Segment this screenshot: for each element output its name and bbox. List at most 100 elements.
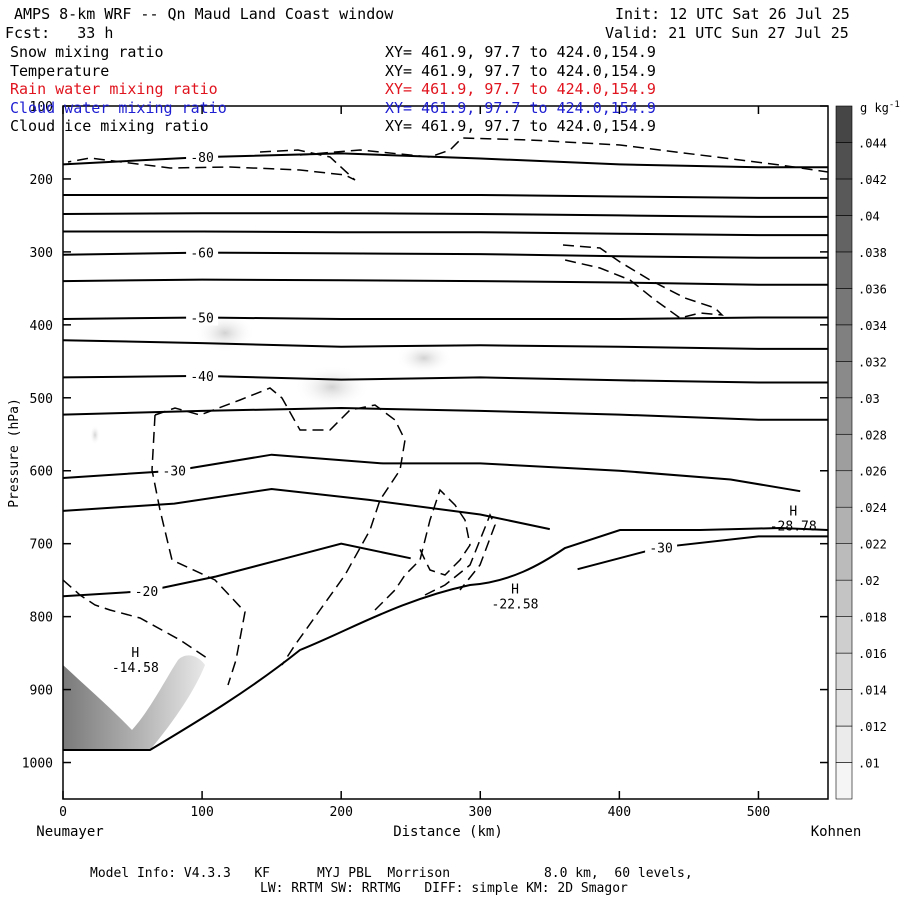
- y-tick-label: 600: [30, 465, 53, 480]
- colorbar-label: .018: [858, 611, 887, 625]
- colorbar-label: .01: [858, 757, 880, 771]
- y-tick-label: 800: [30, 611, 53, 626]
- temperature-contour: [63, 339, 828, 350]
- physics-info: LW: RRTM SW: RRTMG DIFF: simple KM: 2D S…: [260, 881, 628, 896]
- colorbar-label: .028: [858, 428, 887, 442]
- temperature-contour: [63, 374, 828, 384]
- temperature-contour: [63, 406, 828, 421]
- y-tick-label: 200: [30, 173, 53, 188]
- colorbar-label: .044: [858, 136, 887, 150]
- y-tick-label: 100: [30, 100, 53, 115]
- contour-label: -50: [190, 312, 213, 327]
- colorbar-label: .03: [858, 392, 880, 406]
- colorbar-swatch: [835, 215, 853, 253]
- colorbar-swatch: [835, 652, 853, 690]
- field-name: Cloud ice mixing ratio: [10, 117, 209, 135]
- contour-label-bg: [186, 367, 219, 384]
- contour-label-bg: [158, 462, 191, 479]
- x-tick-label: 500: [747, 805, 770, 820]
- colorbar-swatch: [835, 579, 853, 617]
- colorbar-swatch: [835, 288, 853, 326]
- field-xy: XY= 461.9, 97.7 to 424.0,154.9: [385, 43, 656, 61]
- colorbar-label: .014: [858, 684, 887, 698]
- colorbar-unit: g kg-1: [860, 100, 900, 115]
- colorbar-label: .022: [858, 538, 887, 552]
- contour-label-bg: [186, 244, 219, 261]
- contour-label: -20: [135, 585, 158, 600]
- contour-label-bg: [645, 539, 678, 556]
- x-right-station-label: Kohnen: [811, 824, 862, 840]
- temperature-contour: [63, 230, 828, 237]
- colorbar-swatch: [835, 506, 853, 544]
- colorbar-label: .024: [858, 501, 887, 515]
- colorbar: .01 .012 .014 .016 .018 .02 .022 .024 .026 .028 .0…: [835, 105, 887, 800]
- x-axis-label: Distance (km): [393, 824, 503, 840]
- colorbar-swatch: [835, 105, 853, 143]
- colorbar-swatch: [835, 361, 853, 399]
- chart-title: AMPS 8-km WRF -- Qn Maud Land Coast wind…: [14, 5, 394, 23]
- colorbar-label: .02: [858, 574, 880, 588]
- temperature-contour: [63, 194, 828, 199]
- extremum-type: H: [789, 504, 797, 519]
- colorbar-label: .04: [858, 209, 880, 223]
- colorbar-swatch: [835, 689, 853, 727]
- temperature-contour: [63, 152, 828, 169]
- field-name: Cloud water mixing ratio: [10, 98, 227, 117]
- colorbar-swatch: [835, 251, 853, 289]
- forecast-hour: Fcst: 33 h: [5, 24, 114, 42]
- temperature-contour: [63, 316, 828, 320]
- colorbar-swatch: [835, 142, 853, 180]
- colorbar-swatch: [835, 178, 853, 216]
- x-axis: 0 100 200 300 400 500: [59, 106, 770, 820]
- contour-label-bg: [186, 309, 219, 326]
- x-left-station-label: Neumayer: [36, 824, 103, 840]
- y-tick-label: 300: [30, 246, 53, 261]
- colorbar-label: .016: [858, 647, 887, 661]
- colorbar-swatch: [835, 397, 853, 435]
- init-time: Init: 12 UTC Sat 26 Jul 25: [615, 5, 850, 23]
- colorbar-label: .026: [858, 465, 887, 479]
- model-info: Model Info: V4.3.3 KF MYJ PBL Morrison 8…: [90, 866, 693, 881]
- y-axis: 100 200 300 400 500 600 700 800 900 1000: [22, 100, 828, 772]
- x-tick-label: 0: [59, 805, 67, 820]
- temperature-contour: [577, 535, 828, 571]
- contour-label: -60: [190, 247, 213, 262]
- field-xy: XY= 461.9, 97.7 to 424.0,154.9: [385, 61, 656, 80]
- valid-time: Valid: 21 UTC Sun 27 Jul 25: [605, 24, 849, 42]
- extremum-type: H: [511, 582, 519, 597]
- extremum-type: H: [131, 646, 139, 661]
- extremum-value: -28.78: [770, 519, 817, 534]
- field-xy: XY= 461.9, 97.7 to 424.0,154.9: [385, 80, 656, 98]
- x-tick-label: 300: [469, 805, 492, 820]
- extremum-value: -14.58: [112, 661, 159, 676]
- terrain-profile: [63, 526, 829, 751]
- x-tick-label: 200: [329, 805, 352, 820]
- y-tick-label: 500: [30, 392, 53, 407]
- colorbar-swatch: [835, 470, 853, 508]
- x-tick-label: 100: [190, 805, 213, 820]
- extrema-markers: H-14.58H-22.58H-28.78: [112, 504, 817, 676]
- field-xy: XY= 461.9, 97.7 to 424.0,154.9: [385, 98, 656, 117]
- colorbar-label: .032: [858, 355, 887, 369]
- contour-label-bg: [186, 149, 219, 166]
- y-tick-label: 700: [30, 538, 53, 553]
- colorbar-label: .038: [858, 246, 887, 260]
- field-name: Temperature: [10, 61, 110, 80]
- temperature-contour: [63, 453, 801, 493]
- contour-label: -40: [190, 370, 213, 385]
- contour-label: -80: [190, 151, 213, 166]
- colorbar-label: .036: [858, 282, 887, 296]
- temperature-contour: [63, 278, 828, 286]
- colorbar-swatch: [835, 725, 853, 763]
- colorbar-swatch: [835, 543, 853, 581]
- colorbar-label: .034: [858, 319, 887, 333]
- x-tick-label: 400: [608, 805, 631, 820]
- temperature-contours: -80 -60 -50 -40 -30 -30 -20: [63, 149, 828, 600]
- y-axis-label: Pressure (hPa): [7, 398, 22, 508]
- field-xy: XY= 461.9, 97.7 to 424.0,154.9: [385, 117, 656, 135]
- plot-frame: [62, 105, 829, 800]
- y-tick-label: 1000: [22, 757, 53, 772]
- dashed-contours: [63, 137, 828, 686]
- colorbar-swatch: [835, 616, 853, 654]
